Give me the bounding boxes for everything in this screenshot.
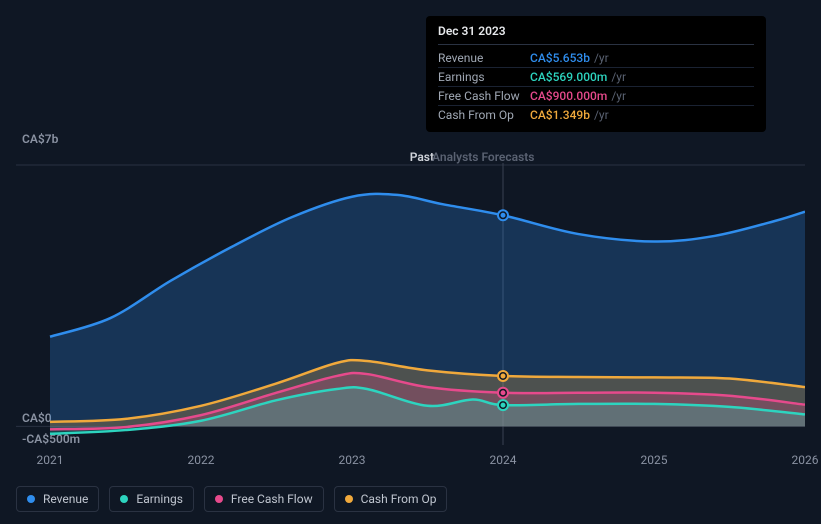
- legend-label: Cash From Op: [361, 492, 437, 506]
- chart-svg: [16, 120, 805, 450]
- tooltip-row: RevenueCA$5.653b/yr: [438, 49, 754, 68]
- legend-swatch: [215, 495, 223, 503]
- x-axis: 202120222023202420252026: [50, 453, 805, 471]
- legend: Revenue Earnings Free Cash Flow Cash From O…: [16, 486, 447, 512]
- tooltip-row: Free Cash FlowCA$900.000m/yr: [438, 87, 754, 106]
- tooltip-row-unit: /yr: [594, 108, 609, 122]
- legend-label: Earnings: [136, 492, 183, 506]
- legend-item-earnings[interactable]: Earnings: [109, 486, 194, 512]
- tooltip-row-unit: /yr: [594, 51, 609, 65]
- tooltip-row: Cash From OpCA$1.349b/yr: [438, 106, 754, 124]
- tooltip-row-unit: /yr: [611, 89, 626, 103]
- tooltip-row-label: Free Cash Flow: [438, 89, 530, 103]
- cursor-dot-revenue: [501, 213, 506, 218]
- tooltip-row-value: CA$1.349b: [530, 108, 590, 122]
- cursor-dot-fcf: [501, 390, 506, 395]
- x-axis-label: 2024: [490, 453, 517, 467]
- tooltip-row-label: Earnings: [438, 70, 530, 84]
- legend-item-cfo[interactable]: Cash From Op: [334, 486, 448, 512]
- legend-swatch: [345, 495, 353, 503]
- tooltip-row-unit: /yr: [611, 70, 626, 84]
- chart-area[interactable]: Past Analysts Forecasts CA$7bCA$0-CA$500…: [16, 120, 805, 470]
- tooltip-row-value: CA$569.000m: [530, 70, 607, 84]
- tooltip-row-label: Revenue: [438, 51, 530, 65]
- legend-item-fcf[interactable]: Free Cash Flow: [204, 486, 324, 512]
- legend-swatch: [27, 495, 35, 503]
- legend-label: Revenue: [43, 492, 88, 506]
- x-axis-label: 2026: [792, 453, 819, 467]
- x-axis-label: 2021: [37, 453, 64, 467]
- legend-label: Free Cash Flow: [231, 492, 313, 506]
- legend-item-revenue[interactable]: Revenue: [16, 486, 99, 512]
- tooltip-row-label: Cash From Op: [438, 108, 530, 122]
- legend-swatch: [120, 495, 128, 503]
- x-axis-label: 2022: [188, 453, 215, 467]
- chart-tooltip: Dec 31 2023 RevenueCA$5.653b/yrEarningsC…: [426, 16, 766, 132]
- cursor-dot-earnings: [501, 403, 506, 408]
- x-axis-label: 2025: [641, 453, 668, 467]
- cursor-dot-cfo: [501, 373, 506, 378]
- tooltip-row-value: CA$5.653b: [530, 51, 590, 65]
- tooltip-date: Dec 31 2023: [438, 24, 754, 45]
- x-axis-label: 2023: [339, 453, 366, 467]
- tooltip-row-value: CA$900.000m: [530, 89, 607, 103]
- tooltip-row: EarningsCA$569.000m/yr: [438, 68, 754, 87]
